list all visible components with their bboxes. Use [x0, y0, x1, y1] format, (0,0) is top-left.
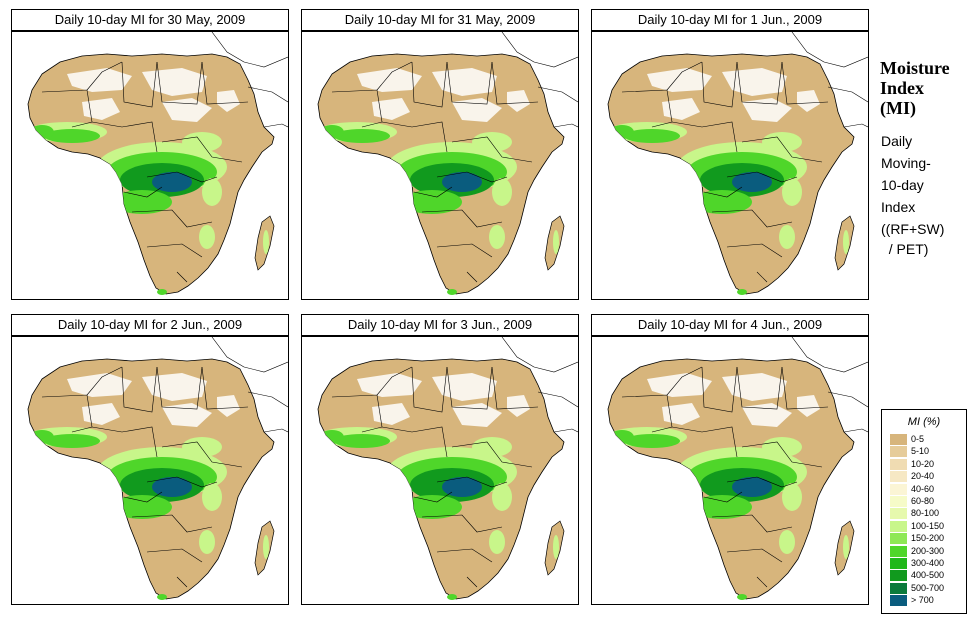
cape-wet-spot — [447, 289, 457, 295]
cape-wet-spot — [737, 594, 747, 600]
mi-legend: MI (%) 0-5 5-10 10-20 20-40 40-60 60-80 80-100… — [881, 409, 967, 614]
legend-swatch — [890, 471, 907, 483]
legend-swatch — [890, 570, 907, 582]
africa-map — [591, 31, 869, 300]
panel-title: Daily 10-day MI for 30 May, 2009 — [11, 9, 289, 31]
legend-item: 400-500 — [890, 570, 962, 582]
legend-label: 0-5 — [911, 434, 925, 444]
moisture-overlay — [318, 68, 530, 249]
legend-swatch — [890, 582, 907, 594]
legend-item: 20-40 — [890, 471, 962, 483]
legend-label: 500-700 — [911, 582, 945, 593]
legend-label: 200-300 — [911, 545, 945, 556]
moisture-overlay — [28, 373, 240, 554]
legend-swatch — [890, 545, 907, 557]
legend-label: 60-80 — [911, 496, 935, 506]
title-line: Moisture — [880, 58, 950, 78]
legend-swatch — [890, 558, 907, 569]
legend-swatch — [890, 483, 907, 495]
legend-item: 5-10 — [890, 446, 962, 458]
formula-line: / PET) — [881, 241, 929, 257]
cape-wet-spot — [737, 289, 747, 295]
map-panel-5: Daily 10-day MI for 3 Jun., 2009 — [301, 314, 579, 605]
legend-label: 40-60 — [911, 483, 935, 494]
legend-item: 40-60 — [890, 483, 962, 495]
map-panel-4: Daily 10-day MI for 2 Jun., 2009 — [11, 314, 289, 605]
legend-item: 60-80 — [890, 496, 962, 507]
moisture-index-title: Moisture Index (MI) — [880, 58, 970, 118]
legend-swatch — [890, 496, 907, 507]
panel-title: Daily 10-day MI for 1 Jun., 2009 — [591, 9, 869, 31]
moisture-overlay — [28, 68, 240, 249]
africa-map — [591, 336, 869, 605]
panel-title: Daily 10-day MI for 4 Jun., 2009 — [591, 314, 869, 336]
map-panel-2: Daily 10-day MI for 31 May, 2009 — [301, 9, 579, 300]
panel-title: Daily 10-day MI for 2 Jun., 2009 — [11, 314, 289, 336]
legend-label: 150-200 — [911, 533, 945, 544]
legend-item: 500-700 — [890, 582, 962, 594]
legend-swatch — [890, 458, 907, 470]
title-line: (MI) — [880, 98, 916, 118]
map-panel-3: Daily 10-day MI for 1 Jun., 2009 — [591, 9, 869, 300]
legend-title: MI (%) — [907, 416, 941, 428]
legend-swatch — [890, 533, 907, 545]
panel-title: Daily 10-day MI for 31 May, 2009 — [301, 9, 579, 31]
desc-line: 10-day — [881, 177, 924, 193]
legend-item: > 700 — [890, 595, 962, 607]
title-line: Index — [880, 78, 925, 98]
legend-label: 10-20 — [911, 458, 935, 469]
index-description: Daily Moving- 10-day Index — [881, 130, 973, 218]
legend-label: 300-400 — [911, 558, 945, 568]
legend-label: 5-10 — [911, 446, 930, 457]
legend-item: 100-150 — [890, 520, 962, 532]
legend-label: > 700 — [911, 595, 934, 606]
legend-swatch — [890, 446, 907, 458]
legend-item: 200-300 — [890, 545, 962, 557]
legend-item: 10-20 — [890, 458, 962, 470]
legend-item: 80-100 — [890, 508, 962, 520]
legend-label: 80-100 — [911, 508, 940, 519]
legend-swatch — [890, 508, 907, 520]
panel-title: Daily 10-day MI for 3 Jun., 2009 — [301, 314, 579, 336]
moisture-overlay — [608, 68, 820, 249]
index-formula: ((RF+SW) / PET) — [881, 219, 973, 259]
legend-swatch — [890, 434, 907, 445]
map-panel-1: Daily 10-day MI for 30 May, 2009 — [11, 9, 289, 300]
desc-line: Moving- — [881, 155, 931, 171]
legend-swatch — [890, 520, 907, 532]
cape-wet-spot — [157, 594, 167, 600]
africa-map — [11, 31, 289, 300]
africa-map — [11, 336, 289, 605]
desc-line: Index — [881, 199, 916, 215]
legend-swatch — [890, 595, 907, 607]
legend-item: 0-5 — [890, 434, 962, 445]
formula-line: ((RF+SW) — [881, 221, 945, 237]
africa-map — [301, 336, 579, 605]
legend-label: 20-40 — [911, 471, 935, 482]
moisture-overlay — [318, 373, 530, 554]
legend-label: 400-500 — [911, 570, 945, 581]
legend-item: 300-400 — [890, 558, 962, 569]
legend-item: 150-200 — [890, 533, 962, 545]
moisture-overlay — [608, 373, 820, 554]
map-panel-6: Daily 10-day MI for 4 Jun., 2009 — [591, 314, 869, 605]
desc-line: Daily — [881, 133, 913, 149]
cape-wet-spot — [157, 289, 167, 295]
legend-label: 100-150 — [911, 520, 945, 531]
africa-map — [301, 31, 579, 300]
cape-wet-spot — [447, 594, 457, 600]
